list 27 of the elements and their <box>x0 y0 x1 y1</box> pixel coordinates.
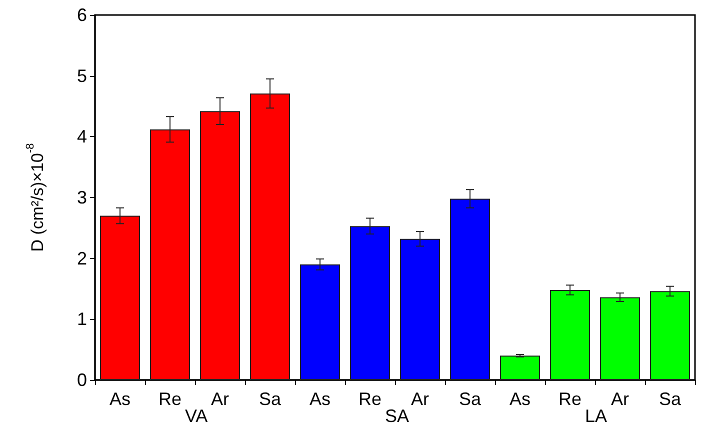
bar <box>600 297 640 380</box>
y-tick-label: 3 <box>76 188 87 208</box>
y-tick-label: 4 <box>76 126 87 147</box>
x-tick-label: Re <box>358 389 382 409</box>
x-tick-label: Sa <box>258 389 282 409</box>
y-axis-title: D (cm²/s)×10-8 <box>24 143 47 252</box>
x-tick-label: Ar <box>211 389 230 409</box>
y-tick-label: 2 <box>76 248 87 268</box>
x-tick-label: Sa <box>458 389 482 409</box>
text: SA <box>385 406 410 426</box>
x-tick-label: Re <box>558 389 582 409</box>
y-tick-label: 0 <box>76 370 87 390</box>
y-tick-label: 5 <box>76 66 87 86</box>
x-tick-label: Ar <box>411 389 430 409</box>
text: VA <box>185 406 208 426</box>
x-tick-label: As <box>309 389 331 409</box>
bar <box>500 356 540 380</box>
x-tick-label: As <box>509 389 531 409</box>
y-tick-label: 6 <box>76 5 87 25</box>
x-tick-label: Re <box>158 389 182 409</box>
bar <box>550 290 590 380</box>
x-tick-label: As <box>109 389 131 409</box>
bar <box>650 291 690 380</box>
x-tick-label: Ar <box>611 389 630 409</box>
text: LA <box>585 406 608 426</box>
y-tick-label: 1 <box>76 309 87 330</box>
x-tick-label: Sa <box>658 389 682 409</box>
